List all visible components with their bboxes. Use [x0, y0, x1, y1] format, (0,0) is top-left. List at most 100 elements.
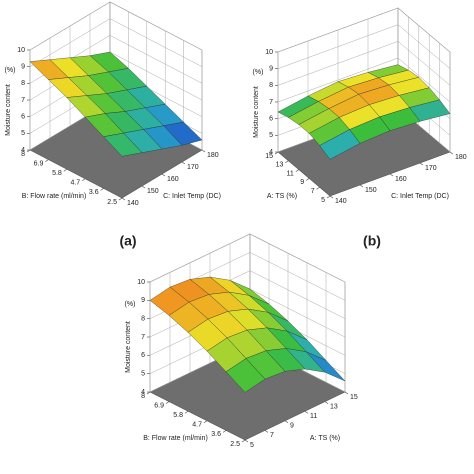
y-tick-label: 170 — [187, 164, 199, 171]
y-tick-label: 150 — [365, 187, 377, 194]
x-tick-label: 15 — [265, 153, 273, 160]
x-tick-label: 6.9 — [34, 160, 44, 167]
x-tick-label: 8 — [141, 393, 145, 400]
x-axis-title: B: Flow rate (ml/min) — [22, 193, 87, 200]
z-tick-label: 6 — [141, 352, 145, 359]
z-tick-label: 9 — [269, 66, 273, 73]
y-tick-label: 160 — [167, 176, 179, 183]
y-tick-label: 140 — [127, 200, 139, 207]
x-tick — [165, 401, 170, 404]
x-tick-label: 2.5 — [107, 199, 117, 206]
z-tick-label: 10 — [17, 47, 25, 54]
y-tick — [419, 162, 424, 166]
z-axis-unit: (%) — [125, 301, 136, 308]
y-tick — [201, 149, 206, 153]
z-tick-label: 7 — [21, 97, 25, 104]
x-tick-label: 13 — [276, 162, 284, 169]
x-tick-label: 7 — [311, 188, 315, 195]
y-tick-label: 170 — [425, 165, 437, 172]
y-tick — [244, 439, 249, 443]
x-tick-label: 6.9 — [154, 402, 164, 409]
z-tick-label: 9 — [141, 297, 145, 304]
z-tick-label: 10 — [265, 49, 273, 56]
z-tick-label: 5 — [269, 132, 273, 139]
y-tick — [304, 410, 309, 414]
x-tick-label: 3.6 — [89, 189, 99, 196]
y-tick — [329, 195, 334, 199]
z-axis-title: Moisture content — [5, 84, 12, 136]
y-axis-title: C: Inlet Temp (DC) — [163, 193, 221, 200]
x-tick — [285, 160, 289, 164]
y-tick-label: 9 — [290, 423, 294, 430]
x-tick-label: 5 — [321, 197, 325, 204]
y-tick — [359, 184, 364, 188]
y-tick — [324, 401, 329, 404]
y-tick — [161, 173, 166, 177]
x-tick — [63, 168, 67, 172]
z-tick-label: 6 — [269, 116, 273, 123]
y-tick — [284, 420, 289, 424]
x-tick — [241, 439, 246, 443]
x-axis-title: A: TS (%) — [267, 193, 297, 200]
x-tick-label: 5.8 — [52, 170, 62, 177]
x-axis-title: B: Flow rate (ml/min) — [143, 435, 208, 442]
surface-patch — [103, 132, 143, 157]
y-axis-title: C: Inlet Temp (DC) — [391, 193, 449, 200]
y-tick — [181, 161, 186, 165]
z-tick-label: 4 — [141, 389, 145, 396]
x-tick — [306, 178, 310, 181]
z-tick-label: 7 — [141, 334, 145, 341]
z-tick-label: 5 — [21, 130, 25, 137]
panel-label: (a) — [119, 233, 136, 249]
x-tick-label: 8 — [21, 151, 25, 158]
y-tick-label: 7 — [270, 432, 274, 439]
y-tick-label: 140 — [335, 198, 347, 205]
x-tick — [82, 178, 86, 182]
y-tick — [344, 391, 349, 395]
z-tick-label: 10 — [137, 279, 145, 286]
y-tick-label: 5 — [250, 442, 254, 449]
x-tick-label: 5.8 — [173, 412, 183, 419]
x-tick-label: 2.5 — [230, 441, 240, 448]
z-axis-unit: (%) — [253, 69, 264, 76]
y-tick-label: 15 — [350, 394, 358, 401]
y-tick-label: 13 — [330, 403, 338, 410]
x-tick-label: 4.7 — [192, 422, 202, 429]
x-tick — [118, 197, 123, 201]
z-tick-label: 7 — [269, 99, 273, 106]
y-tick-label: 180 — [207, 152, 219, 159]
z-tick-label: 8 — [21, 80, 25, 87]
x-tick — [100, 188, 104, 191]
x-tick-label: 9 — [300, 179, 304, 186]
y-axis-title: A: TS (%) — [310, 435, 340, 442]
y-tick-label: 11 — [310, 413, 317, 420]
z-tick-label: 5 — [141, 371, 145, 378]
y-tick-label: 180 — [455, 154, 467, 161]
y-tick — [389, 173, 394, 177]
y-tick — [141, 185, 146, 189]
z-tick-label: 8 — [269, 82, 273, 89]
x-tick — [295, 169, 299, 172]
x-tick — [316, 186, 320, 190]
z-tick-label: 6 — [21, 114, 25, 121]
x-tick — [274, 151, 279, 155]
z-tick-label: 8 — [141, 316, 145, 323]
z-tick-label: 4 — [269, 149, 273, 156]
z-tick-label: 9 — [21, 64, 25, 71]
surface-patch — [319, 129, 361, 160]
y-tick-label: 160 — [395, 176, 407, 183]
y-tick — [264, 430, 269, 433]
x-tick-label: 11 — [287, 170, 294, 177]
x-tick-label: 3.6 — [211, 431, 221, 438]
x-tick — [26, 149, 31, 153]
x-tick — [146, 391, 151, 395]
y-tick — [121, 197, 126, 201]
x-tick — [326, 195, 331, 199]
z-axis-unit: (%) — [5, 67, 16, 74]
z-tick-label: 4 — [21, 147, 25, 154]
x-tick — [184, 410, 189, 414]
x-tick — [222, 430, 227, 433]
panel-label: (b) — [363, 233, 381, 249]
y-tick — [449, 151, 454, 155]
